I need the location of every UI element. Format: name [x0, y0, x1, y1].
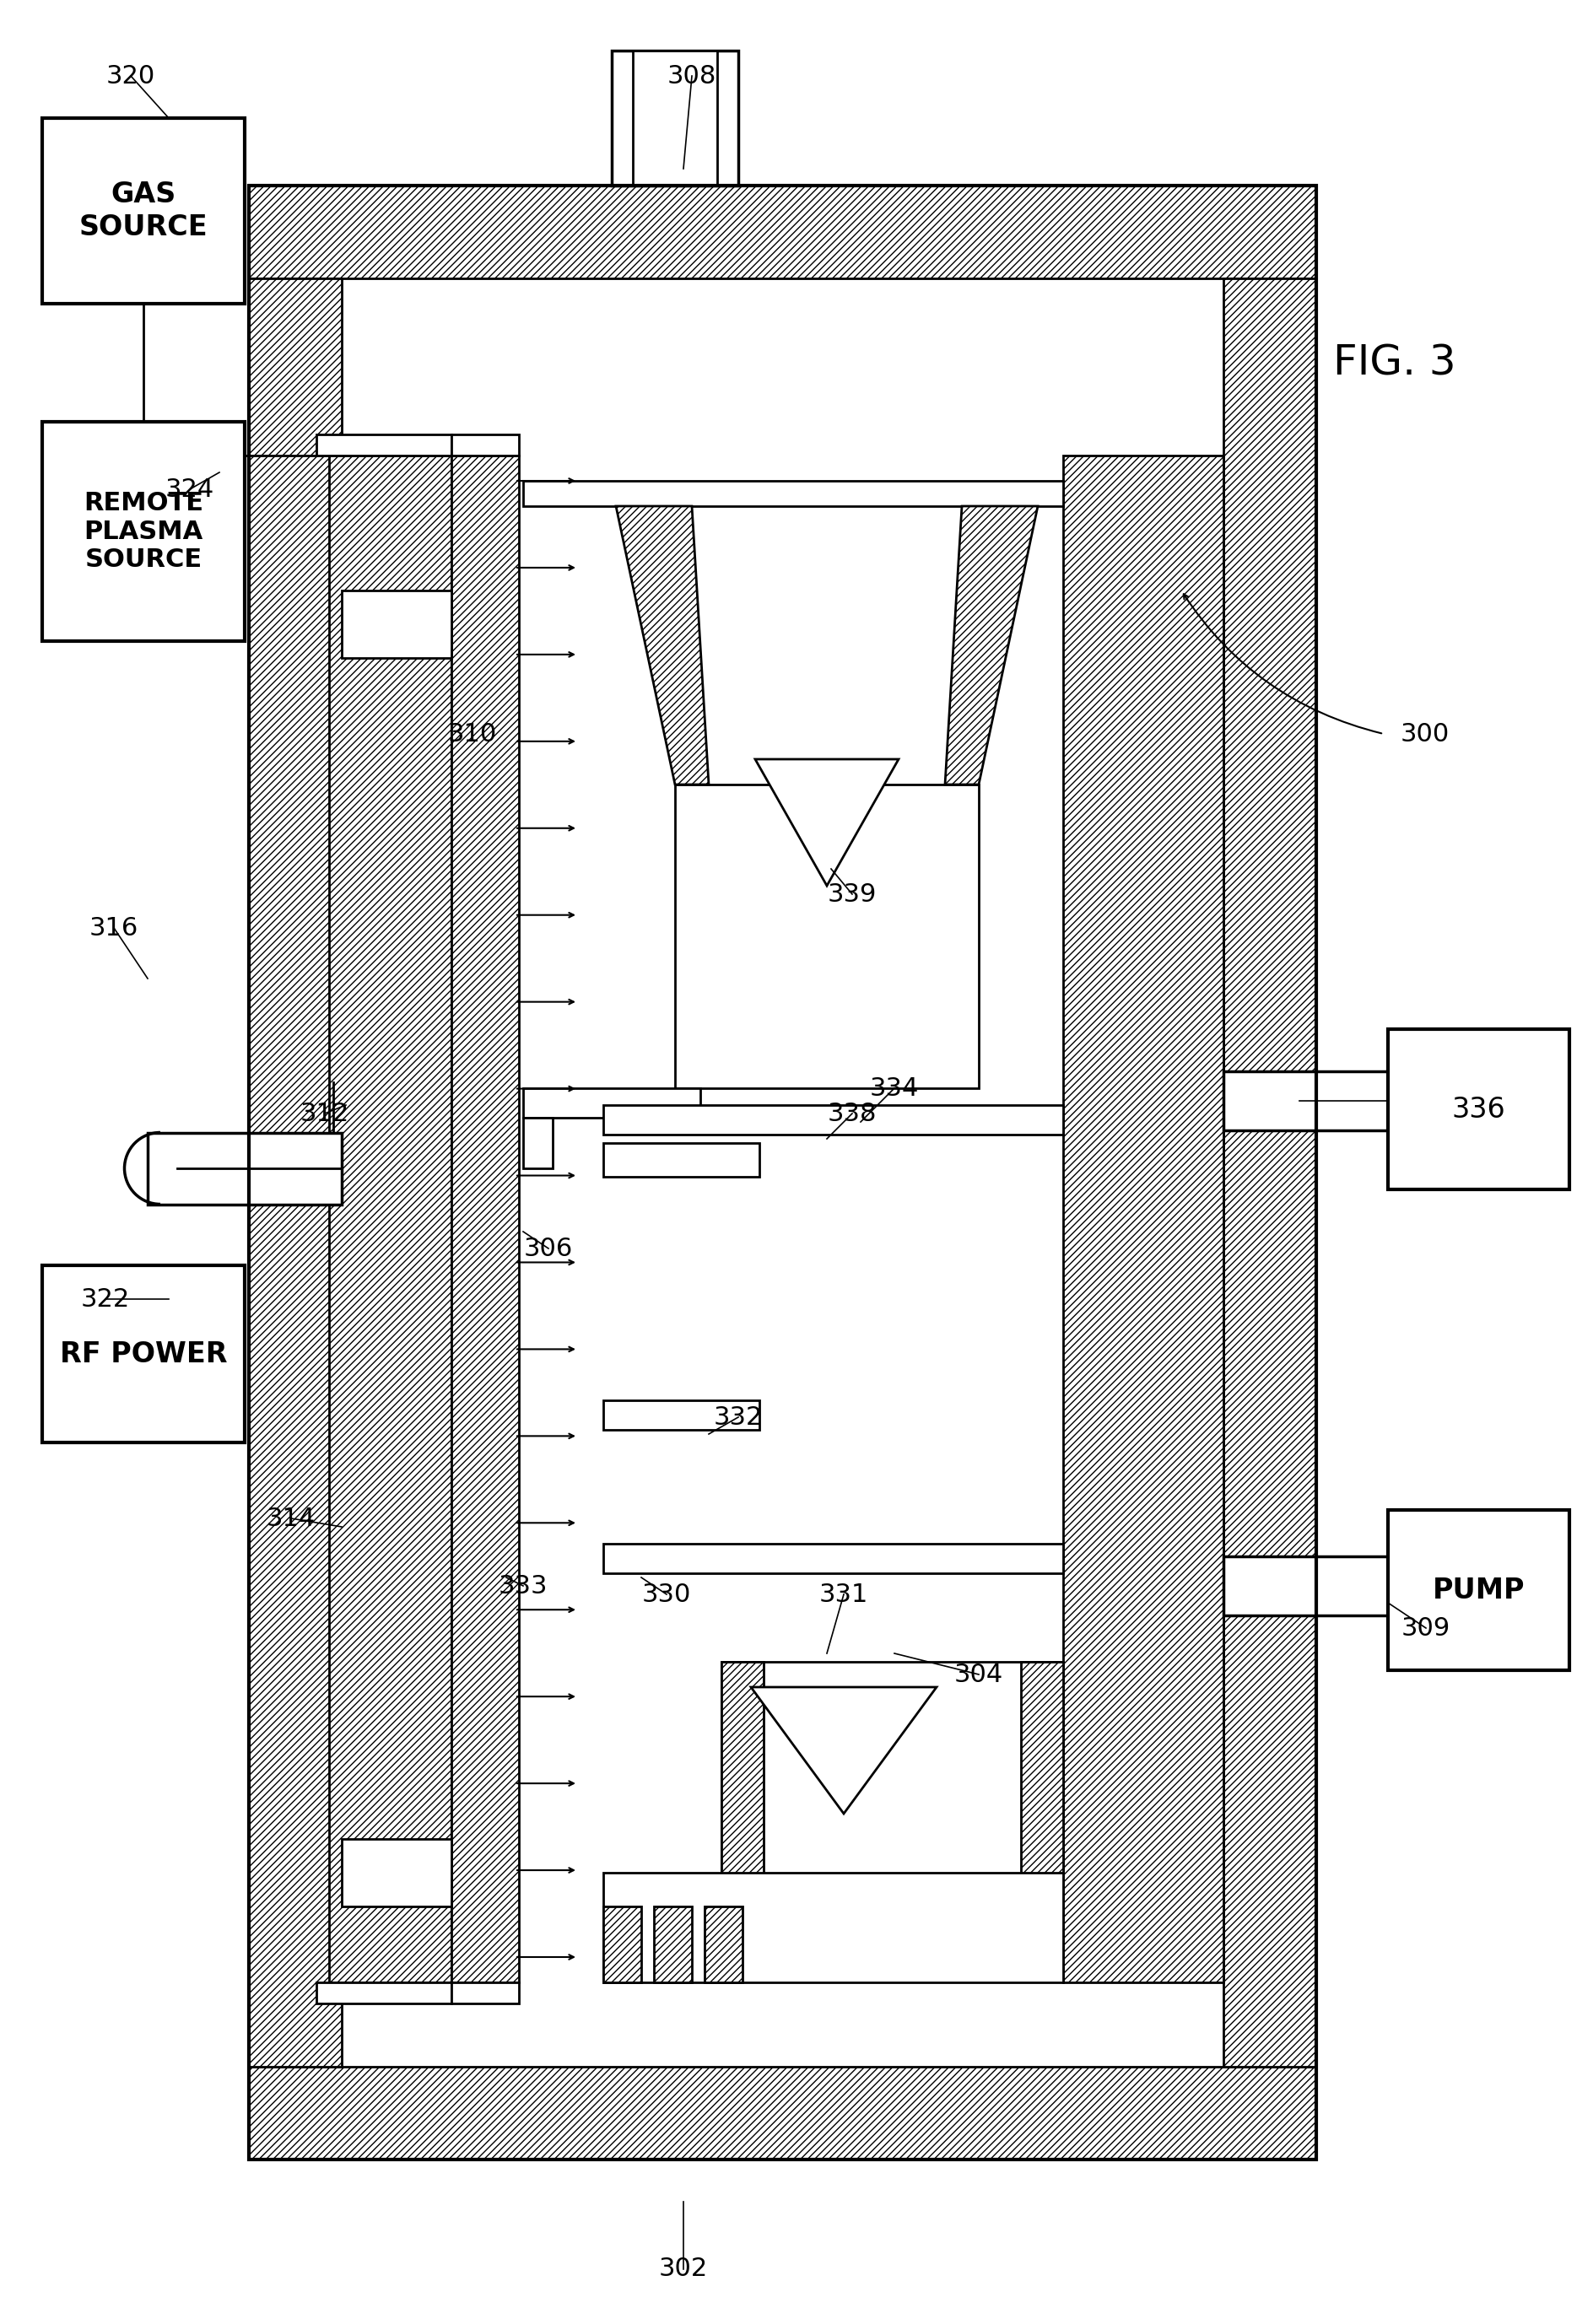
Text: 336: 336: [1451, 1095, 1505, 1122]
Bar: [604, 1873, 1063, 1982]
Bar: [722, 1662, 1063, 1899]
Bar: [1223, 279, 1316, 2066]
Bar: [249, 279, 342, 2066]
Text: 309: 309: [1402, 1615, 1451, 1641]
Text: 333: 333: [499, 1573, 548, 1599]
Bar: [342, 1838, 451, 1906]
Text: 339: 339: [827, 881, 876, 906]
Polygon shape: [616, 507, 709, 786]
Text: 332: 332: [714, 1406, 763, 1429]
Bar: [523, 481, 1063, 507]
Bar: [342, 279, 1223, 2066]
Polygon shape: [755, 760, 898, 885]
Bar: [675, 786, 978, 1088]
Bar: [330, 456, 451, 1982]
Bar: [604, 1906, 642, 1982]
Text: 304: 304: [954, 1662, 1004, 1687]
Polygon shape: [750, 1687, 937, 1813]
Bar: [317, 1982, 451, 2003]
Text: 308: 308: [667, 63, 717, 88]
Text: 306: 306: [524, 1236, 573, 1260]
Bar: [604, 1104, 1063, 1134]
Bar: [1388, 1030, 1569, 1190]
Bar: [604, 1543, 1063, 1573]
Text: PUMP: PUMP: [1432, 1576, 1525, 1604]
Bar: [523, 1088, 701, 1118]
Text: 324: 324: [166, 476, 215, 502]
Text: 312: 312: [299, 1102, 349, 1125]
Text: GAS
SOURCE: GAS SOURCE: [80, 181, 207, 242]
Bar: [1063, 456, 1223, 1982]
Bar: [249, 186, 1316, 2159]
Bar: [1223, 1071, 1388, 1129]
Text: 330: 330: [642, 1583, 691, 1606]
Bar: [342, 590, 451, 658]
Bar: [148, 1132, 342, 1204]
Bar: [41, 119, 245, 304]
Text: 322: 322: [81, 1287, 131, 1311]
Bar: [722, 1662, 763, 1899]
Bar: [1223, 1557, 1388, 1615]
Bar: [612, 51, 738, 186]
Text: 310: 310: [448, 723, 497, 746]
Text: 320: 320: [107, 63, 156, 88]
Text: 331: 331: [819, 1583, 868, 1606]
Bar: [604, 1401, 760, 1429]
Bar: [604, 1143, 760, 1176]
Bar: [1388, 1511, 1569, 1671]
Text: FIG. 3: FIG. 3: [1333, 342, 1456, 383]
Text: 338: 338: [827, 1102, 876, 1125]
Bar: [451, 456, 519, 1982]
Bar: [41, 1264, 245, 1443]
Bar: [523, 1118, 553, 1169]
Text: REMOTE
PLASMA
SOURCE: REMOTE PLASMA SOURCE: [83, 490, 204, 572]
Text: 302: 302: [660, 2257, 707, 2282]
Bar: [41, 421, 245, 641]
Bar: [451, 1982, 519, 2003]
Bar: [249, 186, 1316, 279]
Text: RF POWER: RF POWER: [59, 1341, 228, 1369]
Bar: [704, 1906, 742, 1982]
Bar: [451, 435, 519, 456]
Polygon shape: [945, 507, 1037, 786]
Bar: [249, 2066, 1316, 2159]
Bar: [1021, 1662, 1063, 1899]
Text: 316: 316: [89, 916, 139, 941]
Bar: [317, 435, 451, 456]
Text: 334: 334: [870, 1076, 919, 1102]
Text: 314: 314: [266, 1506, 315, 1532]
Bar: [653, 1906, 691, 1982]
Text: 300: 300: [1400, 723, 1450, 746]
Bar: [632, 51, 717, 186]
